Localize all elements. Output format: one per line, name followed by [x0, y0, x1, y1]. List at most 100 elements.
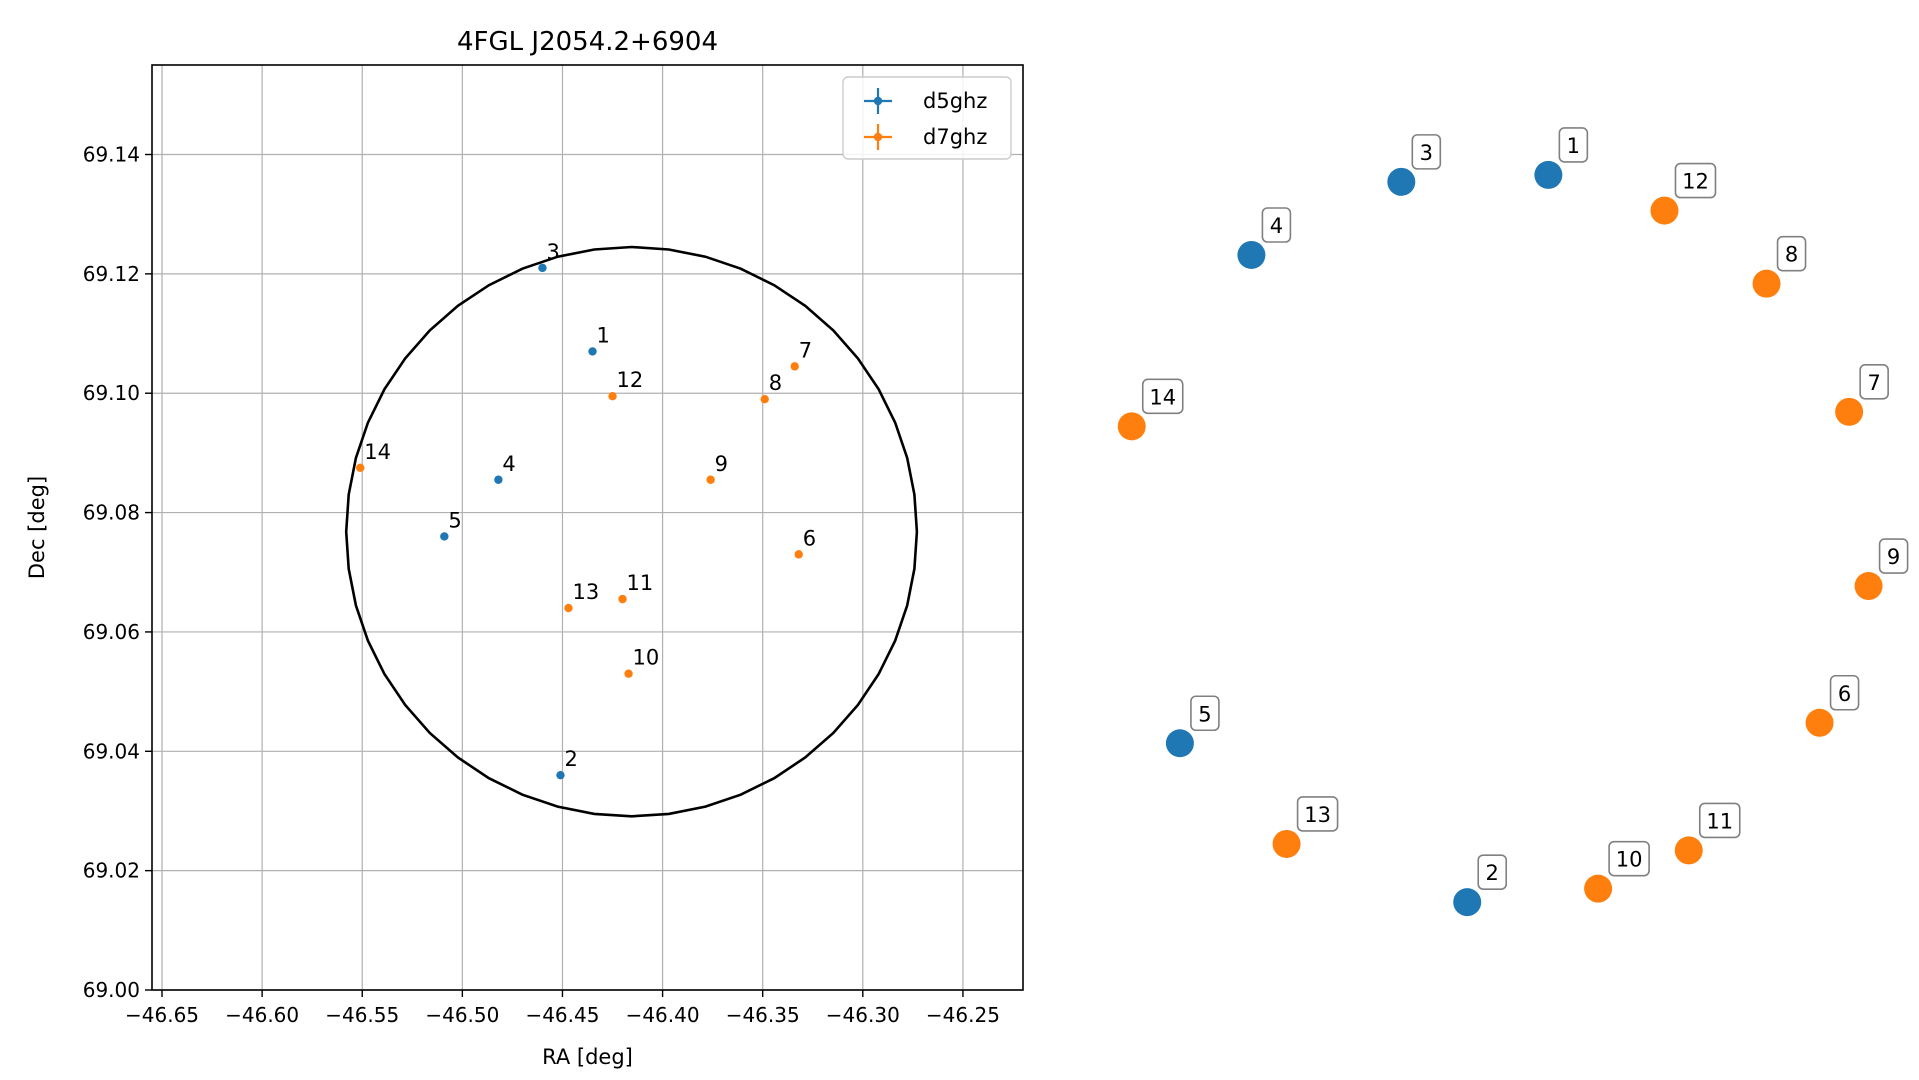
y-tick-label: 69.14	[83, 143, 140, 167]
data-point-d7ghz-8[interactable]	[760, 394, 769, 404]
plot-frame	[151, 64, 1024, 991]
label-map-text: 12	[1682, 170, 1709, 194]
data-point-d7ghz-10[interactable]	[624, 669, 633, 678]
label-map-point-1[interactable]	[1534, 160, 1563, 189]
label-map-text: 3	[1420, 141, 1433, 165]
label-map-point-10[interactable]	[1584, 874, 1613, 903]
data-point-d7ghz-7[interactable]	[790, 362, 799, 371]
label-map-badge	[1608, 840, 1650, 877]
x-tick-label: −46.35	[726, 1003, 800, 1027]
data-point-label: 12	[617, 368, 644, 392]
label-map-badge	[1190, 695, 1220, 732]
left-chart: 4FGL J2054.2+6904 RA [deg] Dec [deg] −46…	[25, 27, 1024, 1069]
data-point-label: 10	[633, 646, 660, 670]
data-point-d7ghz-11[interactable]	[618, 594, 627, 604]
label-map-point-11[interactable]	[1674, 836, 1703, 865]
label-map-text: 8	[1785, 243, 1798, 267]
label-map-text: 2	[1486, 861, 1499, 885]
data-point-label: 3	[546, 240, 559, 264]
legend-box	[842, 76, 1012, 160]
data-point-label: 9	[715, 452, 728, 476]
label-map-text: 4	[1270, 214, 1283, 238]
data-point-d7ghz-14[interactable]	[356, 463, 365, 473]
data-point-d5ghz-2[interactable]	[556, 770, 565, 780]
grid-lines	[152, 65, 1023, 991]
data-point-label: 13	[572, 580, 599, 604]
label-map-badge	[1261, 207, 1292, 243]
label-map-badge	[1829, 674, 1860, 711]
data-point-label: 14	[364, 440, 391, 464]
label-map-badge	[1698, 802, 1741, 839]
x-axis-label: RA [deg]	[542, 1045, 633, 1069]
label-map-text: 6	[1838, 682, 1851, 706]
data-point-d5ghz-4[interactable]	[494, 475, 503, 484]
label-map-text: 13	[1304, 803, 1331, 827]
label-map-text: 7	[1867, 371, 1880, 395]
data-point-label: 7	[799, 338, 812, 362]
label-map-point-7[interactable]	[1835, 397, 1864, 426]
x-tick-label: −46.50	[425, 1003, 499, 1027]
label-map-text: 10	[1616, 848, 1643, 872]
data-point-label: 1	[597, 323, 610, 347]
x-tick-label: −46.25	[926, 1003, 1000, 1027]
label-map-point-8[interactable]	[1752, 269, 1781, 298]
x-tick-label: −46.45	[525, 1003, 599, 1027]
x-tick-label: −46.30	[826, 1003, 900, 1027]
label-map-text: 11	[1706, 809, 1733, 833]
y-tick-label: 69.06	[83, 620, 140, 644]
data-point-d5ghz-5[interactable]	[440, 532, 449, 541]
data-point-d7ghz-9[interactable]	[706, 475, 715, 484]
label-map-point-4[interactable]	[1237, 240, 1266, 269]
label-map-point-13[interactable]	[1272, 829, 1301, 858]
label-map-badge	[1674, 162, 1717, 199]
data-point-d5ghz-3[interactable]	[538, 263, 547, 273]
data-point-d7ghz-13[interactable]	[564, 603, 573, 613]
data-point-d5ghz-1[interactable]	[588, 347, 597, 356]
label-map-badge	[1296, 796, 1339, 832]
y-tick-label: 69.12	[83, 262, 140, 286]
label-map-badge	[1776, 235, 1807, 272]
chart-title: 4FGL J2054.2+6904	[457, 27, 718, 57]
label-map-point-12[interactable]	[1650, 196, 1679, 225]
legend[interactable]: d5ghz d7ghz	[842, 76, 1012, 160]
legend-label-d7ghz: d7ghz	[923, 125, 987, 149]
error-circle	[344, 245, 919, 818]
label-map-badge	[1411, 134, 1442, 170]
label-map-point-14[interactable]	[1117, 412, 1146, 441]
y-tick-label: 69.08	[83, 501, 140, 525]
y-axis-label: Dec [deg]	[25, 476, 49, 579]
label-map-point-6[interactable]	[1805, 708, 1834, 737]
y-tick-label: 69.10	[83, 381, 140, 405]
data-point-d7ghz-12[interactable]	[608, 392, 617, 401]
x-axis-ticks: −46.65 −46.60 −46.55 −46.50 −46.45 −46.40 −46.…	[125, 990, 1000, 1027]
legend-marker-d7ghz	[864, 124, 892, 150]
x-tick-label: −46.60	[225, 1003, 299, 1027]
label-map-badge	[1141, 378, 1184, 415]
data-point-label: 8	[769, 371, 782, 395]
label-map-text: 14	[1149, 385, 1176, 409]
label-map-badge	[1477, 854, 1508, 890]
data-point-label: 11	[627, 571, 654, 595]
y-tick-label: 69.02	[83, 859, 140, 883]
label-map-point-3[interactable]	[1387, 167, 1416, 196]
y-tick-label: 69.00	[83, 978, 140, 1002]
label-map-text: 5	[1198, 702, 1211, 726]
label-map-text: 9	[1887, 545, 1900, 569]
data-point-d7ghz-6[interactable]	[794, 550, 803, 559]
y-axis-ticks: 69.00 69.02 69.04 69.06 69.08 69.10 69.12 69.14	[83, 143, 152, 1002]
data-point-label: 5	[448, 508, 461, 532]
label-map-badge	[1859, 364, 1889, 400]
y-tick-label: 69.04	[83, 739, 140, 763]
label-map-point-2[interactable]	[1453, 888, 1482, 917]
legend-marker-d5ghz	[864, 88, 892, 114]
data-point-label: 6	[803, 526, 816, 550]
data-point-label: 4	[502, 452, 515, 476]
legend-label-d5ghz: d5ghz	[923, 89, 987, 113]
label-map-text: 1	[1567, 134, 1580, 158]
label-map-point-9[interactable]	[1854, 572, 1883, 601]
label-map-point-5[interactable]	[1165, 729, 1194, 758]
